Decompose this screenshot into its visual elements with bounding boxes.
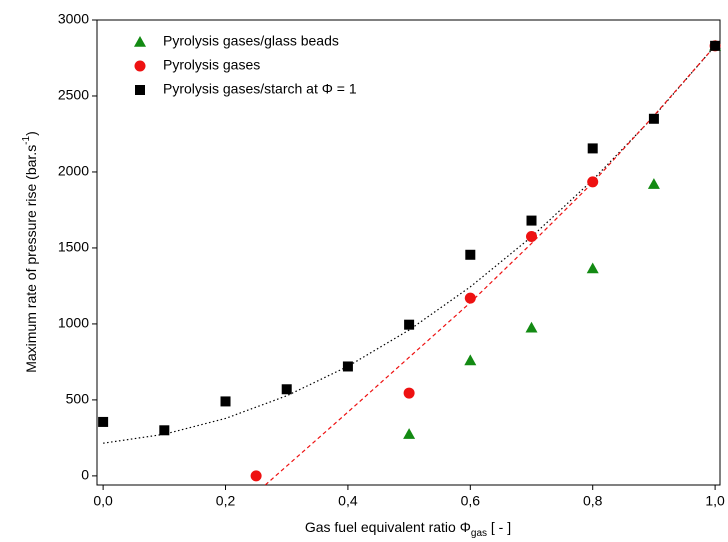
y-label-sup: -1 — [21, 135, 32, 144]
legend-label: Pyrolysis gases/glass beads — [163, 33, 339, 49]
y-tick-label: 2500 — [58, 87, 89, 103]
marker-circle — [464, 292, 476, 304]
marker-triangle — [647, 178, 660, 189]
marker-circle — [403, 387, 415, 399]
marker-square — [526, 215, 537, 226]
marker-square — [587, 143, 598, 154]
legend-label: Pyrolysis gases — [163, 57, 260, 73]
marker-square — [281, 384, 292, 395]
marker-circle — [587, 176, 599, 188]
marker-square — [404, 319, 415, 330]
marker-square — [342, 361, 353, 372]
y-label-end: ) — [23, 131, 39, 136]
marker-square — [98, 416, 109, 427]
x-axis-label: Gas fuel equivalent ratio Φgas [ - ] — [305, 519, 511, 539]
y-axis-label: Maximum rate of pressure rise (bar.s-1) — [21, 131, 39, 373]
fit-line — [103, 45, 716, 444]
marker-square — [648, 113, 659, 124]
x-tick-label: 0,4 — [338, 493, 358, 509]
x-tick-label: 0,8 — [583, 493, 603, 509]
marker-square — [159, 425, 170, 436]
marker-triangle — [586, 262, 599, 274]
x-label-main: Gas fuel equivalent ratio Φ — [305, 519, 471, 535]
marker-square — [135, 85, 145, 95]
marker-triangle — [464, 354, 477, 366]
y-tick-label: 2000 — [58, 163, 89, 179]
y-tick-label: 3000 — [58, 11, 89, 27]
marker-circle — [526, 231, 538, 243]
x-tick-label: 0,6 — [461, 493, 481, 509]
x-tick-label: 1,0 — [705, 493, 725, 509]
x-label-sub: gas — [471, 528, 487, 539]
x-tick-label: 0,0 — [93, 493, 113, 509]
x-label-end: [ - ] — [487, 519, 511, 535]
marker-triangle — [134, 36, 146, 47]
legend-label: Pyrolysis gases/starch at Φ = 1 — [163, 81, 357, 97]
x-tick-label: 0,2 — [216, 493, 236, 509]
marker-square — [710, 40, 721, 51]
y-tick-label: 0 — [81, 467, 89, 483]
marker-square — [465, 249, 476, 260]
marker-square — [220, 396, 231, 407]
y-tick-label: 500 — [66, 391, 90, 407]
marker-circle — [134, 60, 146, 72]
marker-triangle — [403, 428, 416, 439]
y-label-main: Maximum rate of pressure rise (bar.s — [23, 145, 39, 373]
y-tick-label: 1000 — [58, 315, 89, 331]
fit-line — [264, 45, 716, 485]
y-tick-label: 1500 — [58, 239, 89, 255]
marker-circle — [250, 470, 262, 482]
marker-triangle — [525, 321, 538, 333]
plot-frame — [96, 19, 721, 486]
